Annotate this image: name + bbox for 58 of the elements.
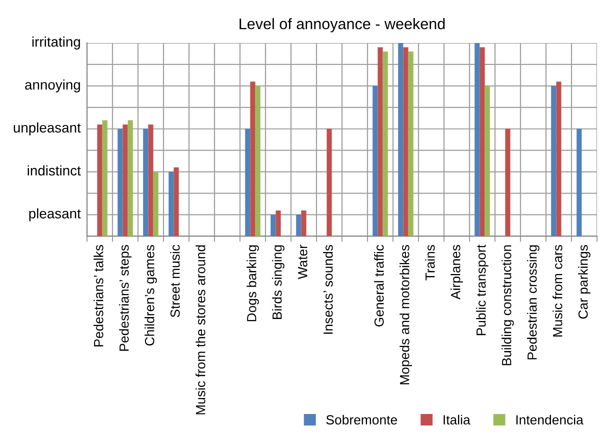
bar	[398, 43, 404, 236]
x-tick-label: Children’s games	[144, 244, 157, 346]
x-tick-label: Music from the stores around	[196, 245, 206, 414]
x-tick-label: Pedestrians’ steps	[119, 244, 132, 351]
x-tick-label: Water	[298, 244, 308, 280]
bar	[480, 47, 485, 236]
bar	[168, 172, 174, 236]
bar	[122, 124, 128, 236]
bar	[276, 210, 281, 236]
legend-label: Intendencia	[516, 414, 584, 425]
text: unpleasant	[14, 122, 81, 136]
bar	[143, 128, 148, 236]
bar	[245, 128, 250, 236]
legend-label: Sobremonte	[326, 414, 398, 425]
x-tick-label: General traffic	[374, 244, 384, 326]
text: pleasant	[29, 208, 81, 222]
bar	[128, 120, 133, 236]
bar	[148, 124, 154, 236]
bar	[174, 167, 179, 236]
x-tick-label: Building construction	[502, 245, 514, 366]
bar	[296, 214, 302, 236]
bar	[153, 172, 158, 236]
x-tick-label: Airplanes	[450, 244, 463, 300]
bar	[372, 86, 378, 236]
bar	[270, 214, 276, 236]
x-tick-label: Insects’ sounds	[323, 244, 333, 334]
x-tick-label: Pedestrians’ talks	[94, 244, 104, 346]
bar	[408, 52, 414, 236]
bar	[102, 120, 108, 236]
bar	[118, 128, 123, 236]
bar	[250, 82, 256, 236]
bar	[255, 86, 260, 236]
legend-label: Italia	[444, 414, 470, 425]
bar	[556, 82, 562, 236]
bar	[551, 86, 556, 236]
bar	[301, 210, 306, 236]
x-tick-label: Music from cars	[552, 244, 562, 337]
x-tick-label: Trains	[425, 244, 435, 280]
x-tick-label: Birds singing	[272, 245, 284, 319]
x-tick-label: Mopeds and motorbikes	[400, 244, 412, 384]
bar	[378, 47, 383, 236]
bar	[505, 128, 510, 236]
bar	[576, 128, 582, 236]
bar	[382, 52, 388, 236]
x-tick-label: Car parkings	[578, 244, 590, 319]
text: annoying	[25, 79, 80, 92]
bar	[474, 43, 480, 236]
bar	[403, 47, 408, 236]
x-tick-label: Pedestrian crossing	[527, 245, 540, 360]
bar	[97, 124, 102, 236]
bar	[326, 128, 332, 236]
x-tick-label: Public transport	[476, 244, 488, 336]
text: indistinct	[28, 165, 81, 176]
text: irritating	[32, 36, 80, 50]
x-tick-label: Street music	[170, 244, 180, 318]
chart-title: Level of annoyance - weekend	[240, 18, 445, 32]
bar	[484, 86, 490, 236]
x-tick-label: Dogs barking	[246, 245, 259, 322]
